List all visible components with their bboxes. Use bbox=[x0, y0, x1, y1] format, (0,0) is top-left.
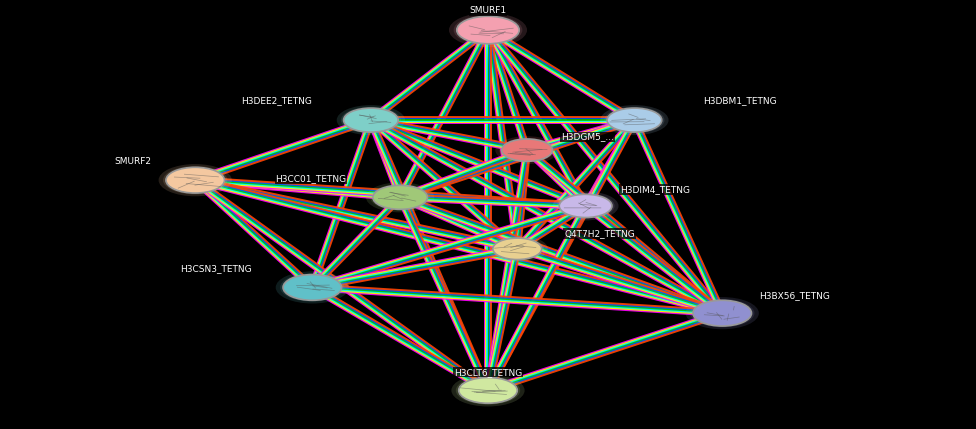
Circle shape bbox=[502, 139, 552, 161]
Circle shape bbox=[493, 238, 542, 260]
Circle shape bbox=[600, 105, 669, 135]
Circle shape bbox=[344, 108, 398, 132]
Text: H3DEE2_TETNG: H3DEE2_TETNG bbox=[241, 96, 312, 105]
Text: H3CSN3_TETNG: H3CSN3_TETNG bbox=[181, 264, 252, 273]
Text: H3DIM4_TETNG: H3DIM4_TETNG bbox=[620, 185, 690, 194]
Circle shape bbox=[556, 193, 615, 219]
Circle shape bbox=[370, 184, 430, 211]
Circle shape bbox=[283, 275, 342, 300]
Circle shape bbox=[449, 13, 527, 47]
Text: H3BX56_TETNG: H3BX56_TETNG bbox=[759, 291, 831, 300]
Circle shape bbox=[280, 273, 345, 302]
Circle shape bbox=[159, 164, 232, 196]
Circle shape bbox=[690, 299, 754, 327]
Circle shape bbox=[456, 376, 520, 405]
Circle shape bbox=[275, 271, 349, 304]
Circle shape bbox=[685, 297, 759, 329]
Text: SMURF1: SMURF1 bbox=[469, 6, 507, 15]
Circle shape bbox=[496, 136, 559, 164]
Text: H3DGM5_...: H3DGM5_... bbox=[561, 133, 614, 142]
Circle shape bbox=[337, 105, 405, 135]
Circle shape bbox=[451, 374, 525, 407]
Circle shape bbox=[459, 378, 517, 403]
Circle shape bbox=[552, 191, 619, 221]
Text: H3DBM1_TETNG: H3DBM1_TETNG bbox=[703, 96, 776, 105]
Circle shape bbox=[490, 237, 545, 261]
Circle shape bbox=[559, 194, 612, 218]
Text: SMURF2: SMURF2 bbox=[114, 157, 151, 166]
Circle shape bbox=[166, 167, 224, 193]
Circle shape bbox=[163, 166, 227, 194]
Circle shape bbox=[373, 185, 427, 209]
Circle shape bbox=[454, 15, 522, 45]
Circle shape bbox=[604, 107, 665, 133]
Circle shape bbox=[366, 182, 434, 212]
Circle shape bbox=[341, 107, 401, 133]
Circle shape bbox=[457, 16, 519, 44]
Text: Q4T7H2_TETNG: Q4T7H2_TETNG bbox=[564, 229, 634, 238]
Circle shape bbox=[499, 138, 555, 163]
Text: H3CLT6_TETNG: H3CLT6_TETNG bbox=[454, 368, 522, 377]
Circle shape bbox=[487, 236, 548, 262]
Circle shape bbox=[693, 300, 752, 326]
Circle shape bbox=[607, 108, 662, 132]
Text: H3CC01_TETNG: H3CC01_TETNG bbox=[275, 175, 346, 184]
